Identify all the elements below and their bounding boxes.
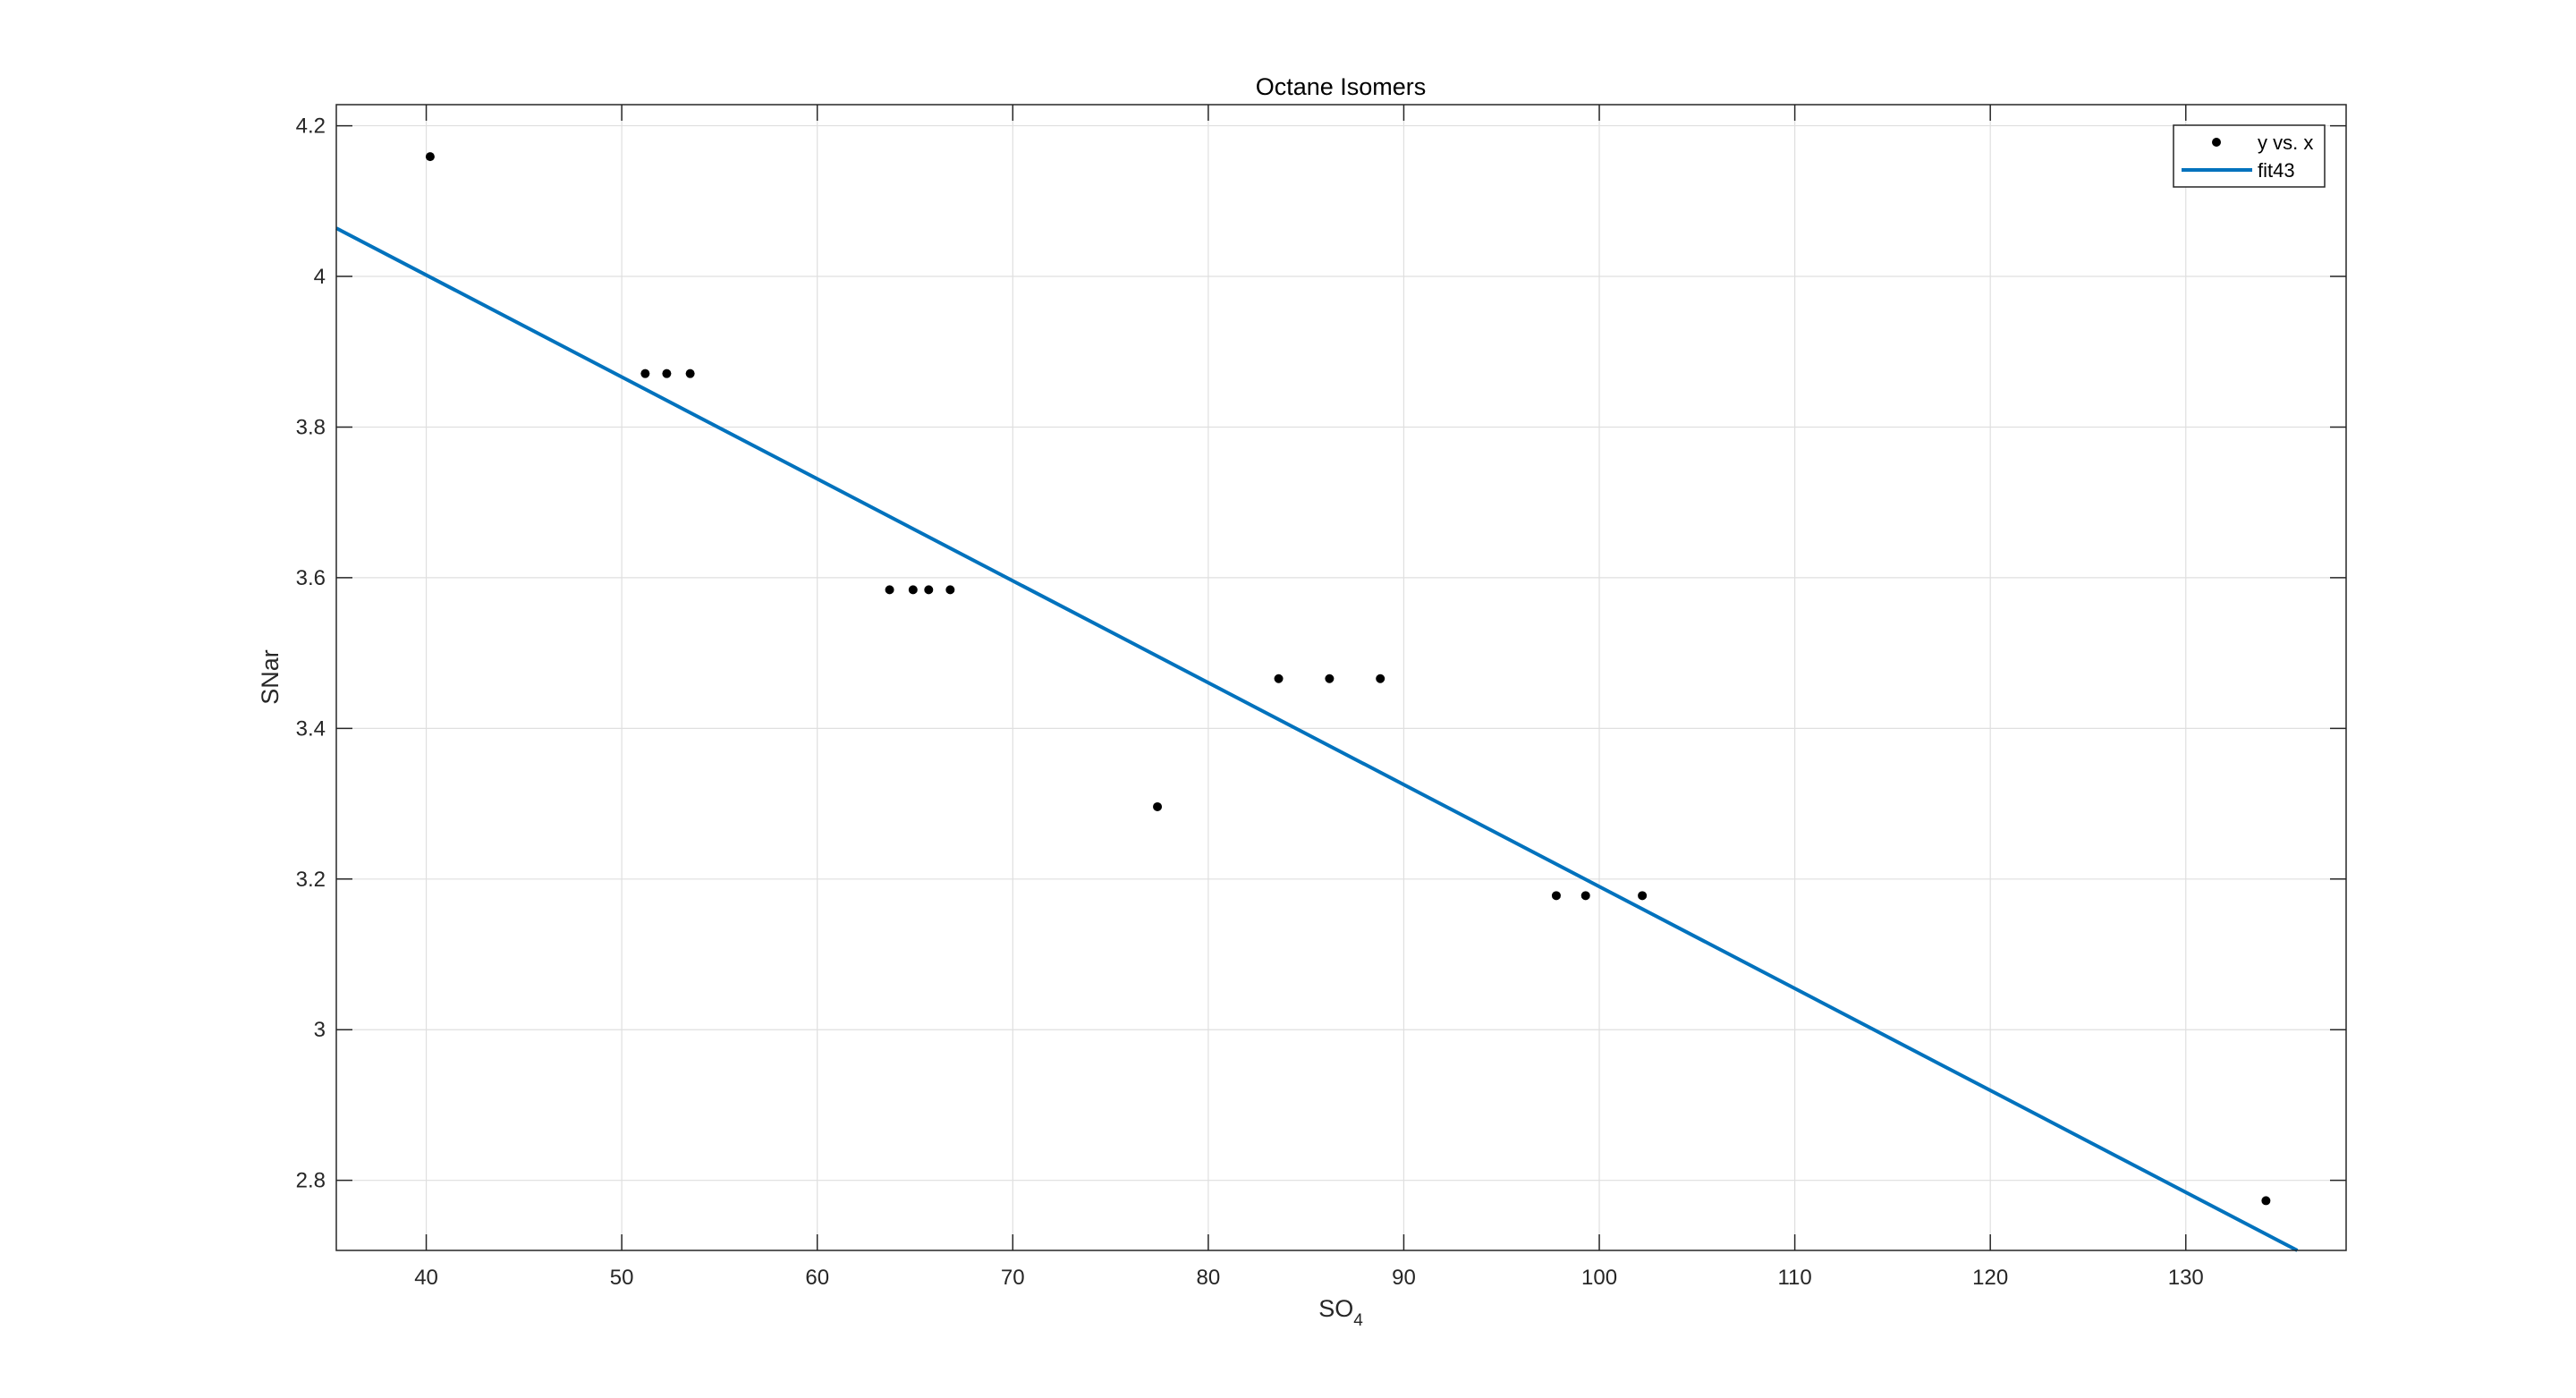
plot-area [336,105,2346,1250]
y-axis-label: SNar [257,649,284,705]
data-point [1325,674,1335,683]
y-tick-label: 3.8 [296,415,326,439]
y-tick-label: 2.8 [296,1169,326,1193]
x-tick-label: 110 [1777,1266,1811,1290]
data-point [885,585,894,595]
legend: y vs. x fit43 [2173,124,2326,188]
y-tick-labels: 2.8 3 3.2 3.4 3.6 3.8 4 4.2 [296,114,326,1193]
x-tick-label: 120 [1972,1266,2008,1290]
axis-ticks [336,105,2346,1250]
legend-label-fit: fit43 [2258,159,2295,182]
data-point [1376,674,1385,683]
data-point [1580,891,1590,901]
legend-label-points: y vs. x [2258,131,2313,154]
y-tick-label: 3 [314,1018,326,1042]
data-point [1153,801,1163,811]
y-tick-label: 3.4 [296,716,326,741]
x-tick-label: 60 [805,1266,829,1290]
data-point [1638,891,1648,901]
y-tick-label: 4 [314,265,326,289]
plot-frame [335,104,2347,1251]
chart-title: Octane Isomers [1256,73,1427,100]
fit-line [335,226,2299,1252]
legend-box [2173,124,2326,188]
x-tick-label: 80 [1197,1266,1221,1290]
x-tick-label: 130 [2168,1266,2204,1290]
data-point [2261,1196,2271,1206]
data-point [640,369,650,378]
data-point [908,585,918,595]
x-axis-label-main: SO [1318,1295,1353,1322]
x-axis-label: SO4 [1318,1295,1363,1330]
series-layer [335,152,2299,1252]
data-point [685,369,695,378]
x-tick-label: 50 [610,1266,634,1290]
data-point [1274,674,1284,683]
y-tick-label: 3.2 [296,868,326,892]
grid-lines [336,105,2346,1250]
x-tick-label: 90 [1392,1266,1416,1290]
data-point [924,585,934,595]
legend-marker-points [2212,138,2221,147]
x-axis-label-subscript: 4 [1353,1311,1363,1330]
x-tick-labels: 40 50 60 70 80 90 100 110 120 130 [414,1266,2204,1290]
y-tick-label: 3.6 [296,566,326,590]
data-point [1551,891,1561,901]
data-point [662,369,672,378]
data-point [425,152,435,162]
y-tick-label: 4.2 [296,114,326,139]
data-point [945,585,955,595]
x-tick-label: 40 [414,1266,438,1290]
x-tick-label: 70 [1001,1266,1025,1290]
x-tick-label: 100 [1581,1266,1617,1290]
